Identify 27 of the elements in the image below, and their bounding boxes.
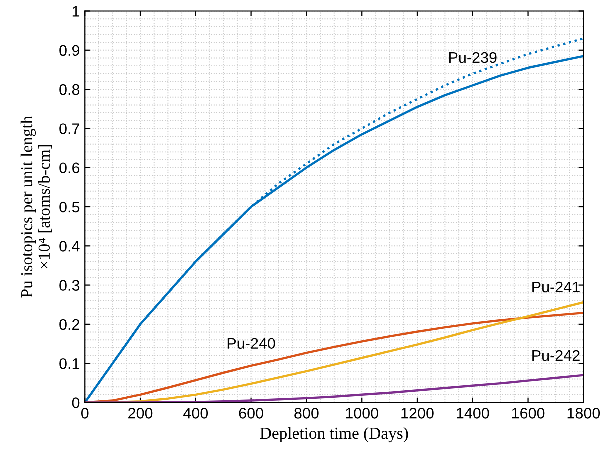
series-label: Pu-241 (532, 282, 580, 293)
y-tick-label: 0.1 (60, 358, 80, 370)
y-tick-label: 0.2 (60, 319, 80, 330)
x-tick-label: 1800 (568, 408, 600, 419)
y-tick-label: 0 (72, 398, 80, 408)
x-tick-label: 600 (239, 408, 264, 419)
y-tick-label: 0.9 (60, 45, 80, 56)
y-tick-label: 0.6 (60, 162, 80, 174)
series-label: Pu-240 (228, 338, 276, 350)
x-tick-label: 1200 (402, 408, 434, 419)
series-label: Pu-242 (532, 350, 580, 362)
y-tick-label: 0.7 (60, 124, 80, 134)
x-tick-label: 1400 (457, 408, 490, 419)
x-tick-label: 800 (294, 408, 319, 419)
y-axis-title: Pu isotopics per unit length ×10⁴ [atoms/b-cm] (20, 116, 52, 298)
x-axis-title: Depletion time (Days) (260, 427, 408, 443)
series-label: Pu-239 (450, 52, 497, 64)
x-tick-label: 0 (81, 408, 89, 419)
y-tick-label: 0.8 (60, 84, 80, 96)
x-tick-label: 200 (128, 408, 153, 419)
x-tick-label: 400 (184, 408, 208, 419)
x-tick-label: 1000 (346, 408, 378, 419)
y-tick-label: 0.5 (60, 202, 80, 213)
y-tick-label: 1 (72, 6, 80, 17)
y-tick-label: 0.3 (60, 280, 80, 291)
x-tick-label: 1600 (512, 408, 545, 419)
y-tick-label: 0.4 (60, 241, 80, 252)
